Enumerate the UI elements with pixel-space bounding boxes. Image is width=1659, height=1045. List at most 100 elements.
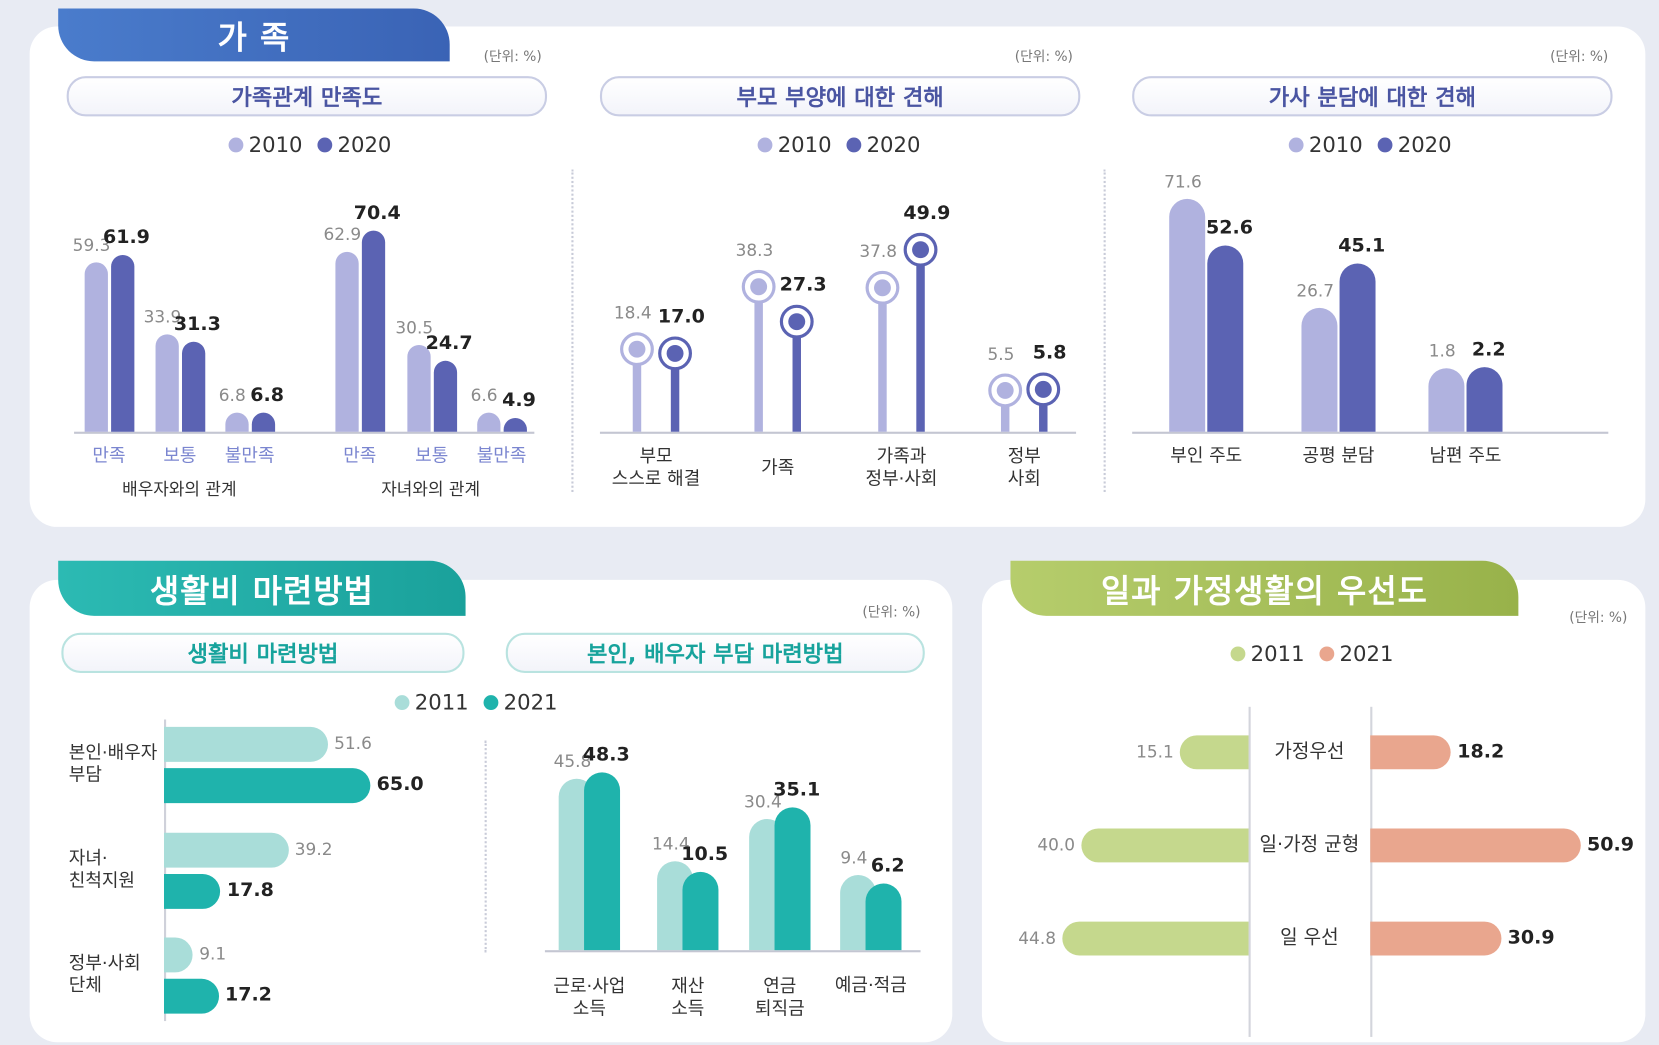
value-label: 31.3	[173, 313, 221, 336]
value-label: 59.3	[72, 234, 111, 255]
x-tick-label: 가족	[761, 457, 795, 479]
x-tick-label: 재산 소득	[671, 976, 705, 1021]
value-label: 44.8	[1018, 927, 1056, 949]
value-label: 38.3	[735, 240, 774, 261]
lollipop-head	[658, 336, 692, 371]
value-label: 14.4	[651, 833, 690, 855]
bar	[164, 832, 289, 868]
x-tick-label: 부인 주도	[1170, 445, 1243, 468]
value-label: 52.6	[1206, 216, 1254, 239]
lollipop-dot	[912, 241, 930, 259]
legend-swatch	[1377, 137, 1393, 153]
legend-label: 2011	[1250, 640, 1305, 667]
bar	[1428, 368, 1465, 432]
lollipop-dot	[666, 345, 684, 363]
bar	[164, 767, 371, 803]
bar	[682, 871, 719, 951]
value-label: 30.4	[744, 791, 782, 812]
value-label: 17.2	[224, 983, 272, 1006]
bar	[1207, 244, 1244, 432]
value-label: 6.8	[218, 384, 246, 405]
lollipop-dot	[788, 312, 806, 330]
bar	[476, 412, 500, 432]
legend-label: 2021	[1339, 640, 1394, 667]
bar	[164, 873, 221, 909]
axis-line	[164, 719, 167, 1022]
bar	[1370, 921, 1502, 956]
legend-swatch	[394, 695, 410, 710]
unit-label: (단위: %)	[1569, 610, 1628, 627]
y-tick-label: 정부·사회 단체	[68, 952, 141, 997]
category-label: 가정우선	[1274, 740, 1345, 763]
value-label: 18.4	[613, 302, 652, 323]
value-label: 9.1	[199, 943, 227, 964]
lollipop-stick	[792, 321, 801, 432]
x-tick-label: 연금 퇴직금	[754, 976, 805, 1021]
bar	[164, 936, 193, 972]
value-label: 9.4	[840, 847, 868, 868]
legend-swatch	[228, 137, 244, 153]
lollipop-dot	[750, 278, 768, 296]
section-title: 가 족	[58, 8, 450, 62]
value-label: 51.6	[334, 733, 372, 754]
x-tick-label: 부모 스스로 해결	[611, 446, 701, 490]
lollipop-dot	[873, 279, 891, 297]
lollipop-stick	[670, 353, 680, 432]
chart-title: 본인, 배우자 부담 마련방법	[505, 632, 925, 673]
value-label: 70.4	[353, 201, 401, 224]
value-label: 65.0	[376, 773, 424, 796]
chart-title: 가사 분담에 대한 견해	[1132, 76, 1613, 117]
value-label: 4.9	[502, 388, 536, 412]
bar	[865, 883, 902, 951]
x-tick-label: 근로·사업 소득	[553, 976, 626, 1021]
bar	[164, 726, 328, 762]
unit-label: (단위: %)	[1550, 49, 1609, 66]
value-label: 6.6	[470, 385, 498, 406]
bar	[1339, 263, 1376, 432]
bar	[84, 262, 108, 432]
group-label: 자녀와의 관계	[381, 479, 481, 500]
legend-swatch	[317, 137, 333, 153]
unit-label: (단위: %)	[1014, 49, 1073, 66]
value-label: 40.0	[1037, 834, 1076, 855]
value-label: 5.5	[987, 343, 1015, 364]
axis-line	[1370, 706, 1373, 1037]
x-tick-label: 보통	[415, 445, 449, 468]
lollipop-stick	[916, 250, 925, 432]
value-label: 49.9	[903, 202, 951, 225]
value-label: 35.1	[773, 778, 821, 801]
legend-label: 2011	[414, 689, 469, 715]
baseline	[544, 950, 921, 953]
lollipop-head	[988, 373, 1023, 407]
value-label: 37.8	[859, 241, 898, 262]
legend-label: 2021	[503, 689, 558, 715]
legend-label: 2010	[777, 131, 832, 158]
group-label: 배우자와의 관계	[122, 479, 237, 500]
lollipop-head	[903, 233, 938, 267]
chart-title: 생활비 마련방법	[61, 632, 465, 673]
legend-label: 2010	[248, 131, 303, 158]
divider	[571, 169, 574, 493]
x-tick-label: 정부 사회	[1007, 446, 1041, 490]
x-tick-label: 불만족	[476, 445, 527, 468]
bar	[334, 251, 359, 432]
bar	[251, 412, 275, 432]
lollipop-stick	[878, 288, 887, 432]
lollipop-stick	[632, 349, 642, 432]
lollipop-head	[779, 304, 814, 339]
lollipop-head	[865, 271, 900, 306]
legend-swatch	[1319, 646, 1335, 662]
legend-swatch	[483, 695, 499, 710]
lollipop-head	[620, 332, 654, 367]
y-tick-label: 자녀· 친척지원	[68, 847, 135, 892]
value-label: 45.8	[553, 751, 592, 772]
baseline	[74, 431, 535, 434]
x-tick-label: 공평 분담	[1302, 445, 1375, 468]
legend-label: 2010	[1308, 131, 1363, 158]
value-label: 27.3	[779, 273, 827, 296]
lollipop-stick	[1000, 390, 1010, 432]
lollipop-dot	[628, 340, 646, 358]
panel	[981, 579, 1646, 1043]
value-label: 61.9	[102, 226, 150, 249]
